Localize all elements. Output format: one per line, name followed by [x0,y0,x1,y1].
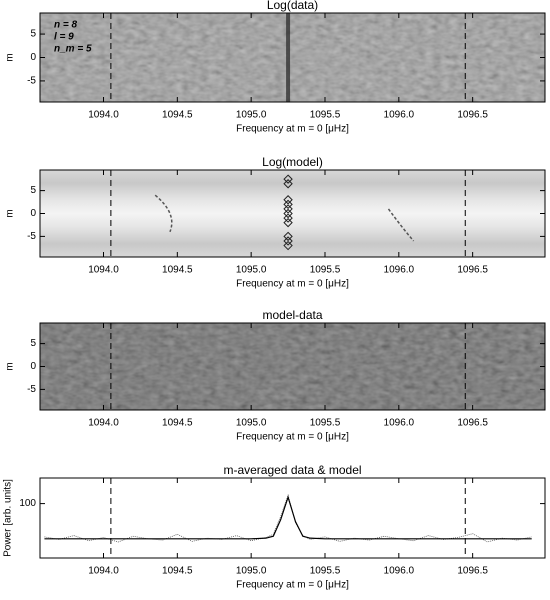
model-marker [283,199,293,210]
y-tick-label: 5 [30,29,36,40]
y-axis-label: m [5,53,16,61]
x-axis-label: Frequency at m = 0 [μHz] [236,279,349,290]
x-tick-label: 1094.5 [162,110,193,121]
model-marker [283,208,293,219]
heatmap-noise [40,323,545,410]
y-tick-label: 0 [30,361,36,372]
x-tick-label: 1095.0 [236,418,267,429]
series-line [44,493,532,543]
x-tick-label: 1096.0 [384,110,415,121]
model-marker [283,174,293,184]
x-tick-label: 1095.0 [236,566,267,577]
y-tick-label: 5 [30,338,36,349]
y-tick-label: 5 [30,185,36,196]
x-tick-label: 1096.0 [384,265,415,276]
x-tick-label: 1095.0 [236,265,267,276]
model-marker [283,204,293,214]
panel-title: Log(model) [262,155,323,169]
x-tick-label: 1096.5 [457,265,488,276]
x-tick-label: 1095.0 [236,110,267,121]
y-axis-label: m [5,362,16,370]
panel-title: Log(data) [267,0,318,12]
x-tick-label: 1096.5 [457,110,488,121]
y-axis-label: Power [arb. units] [3,479,14,557]
plot-frame [39,477,546,559]
x-axis-label: Frequency at m = 0 [μHz] [236,124,349,135]
annotation: n = 8 [54,20,78,31]
x-tick-label: 1095.5 [310,566,341,577]
x-tick-label: 1096.0 [384,566,415,577]
x-axis-label: Frequency at m = 0 [μHz] [236,432,349,443]
model-marker [283,231,293,242]
annotation: l = 9 [54,32,74,43]
x-tick-label: 1096.5 [457,418,488,429]
x-tick-label: 1094.5 [162,418,193,429]
x-tick-label: 1095.5 [310,418,341,429]
model-ridge [387,208,415,242]
y-tick-label: -5 [27,384,36,395]
y-axis-label: m [5,209,16,217]
y-tick-label: -5 [27,76,36,87]
model-marker [283,236,293,246]
annotation: n_m = 5 [54,44,92,55]
heatmap-noise [40,13,545,102]
y-tick-label: 0 [30,208,36,219]
x-tick-label: 1094.5 [162,265,193,276]
model-marker [283,195,293,205]
x-tick-label: 1096.5 [457,566,488,577]
y-tick-label: 100 [19,498,36,509]
panel-title: m-averaged data & model [223,463,361,477]
x-tick-label: 1096.0 [384,418,415,429]
x-tick-label: 1095.5 [310,110,341,121]
x-tick-label: 1094.0 [88,265,119,276]
y-tick-label: 0 [30,52,36,63]
panel-title: model-data [262,308,322,322]
x-axis-label: Frequency at m = 0 [μHz] [236,580,349,591]
x-tick-label: 1094.0 [88,110,119,121]
model-marker [283,240,293,251]
ridge [286,13,291,102]
model-marker [283,217,293,228]
x-tick-label: 1095.5 [310,265,341,276]
model-marker [283,213,293,223]
x-tick-label: 1094.5 [162,566,193,577]
x-tick-label: 1094.0 [88,566,119,577]
model-marker [283,179,293,189]
y-tick-label: -5 [27,231,36,242]
series-line [44,495,532,540]
x-tick-label: 1094.0 [88,418,119,429]
